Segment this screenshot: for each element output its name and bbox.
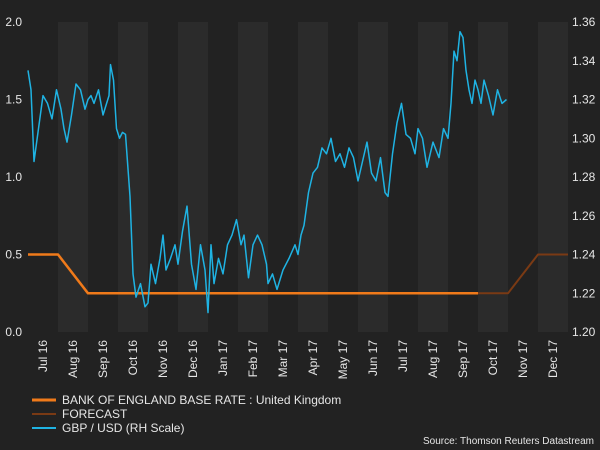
x-tick-label: Dec 16 xyxy=(186,340,200,378)
x-tick-label: Jul 16 xyxy=(36,340,50,372)
x-tick-label: Nov 16 xyxy=(156,340,170,378)
right-tick-label: 1.34 xyxy=(572,54,596,68)
x-tick-label: Jul 17 xyxy=(396,340,410,372)
x-tick-label: Dec 17 xyxy=(546,340,560,378)
right-tick-label: 1.36 xyxy=(572,15,596,29)
right-tick-label: 1.20 xyxy=(572,325,596,339)
x-tick-label: Aug 16 xyxy=(66,340,80,378)
left-tick-label: 0.0 xyxy=(5,325,22,339)
left-tick-label: 2.0 xyxy=(5,15,22,29)
x-tick-label: Sep 16 xyxy=(96,340,110,378)
month-band xyxy=(478,22,508,332)
month-band xyxy=(238,22,268,332)
x-tick-label: Feb 17 xyxy=(246,340,260,378)
series-line-base-rate xyxy=(28,253,478,295)
right-tick-label: 1.32 xyxy=(572,93,596,107)
left-tick-label: 1.5 xyxy=(5,93,22,107)
x-tick-label: Apr 17 xyxy=(306,340,320,376)
month-band xyxy=(298,22,328,332)
x-tick-label: Jun 17 xyxy=(366,340,380,376)
x-tick-label: Nov 17 xyxy=(516,340,530,378)
left-axis: 0.0 0.5 1.0 1.5 2.0 xyxy=(5,15,22,339)
left-tick-label: 0.5 xyxy=(5,248,22,262)
x-tick-label: Aug 17 xyxy=(426,340,440,378)
series-line-forecast xyxy=(478,253,568,295)
x-axis: Jul 16 Aug 16 Sep 16 Oct 16 Nov 16 Dec 16 Jan … xyxy=(36,340,560,380)
right-tick-label: 1.22 xyxy=(572,286,596,300)
legend-label-forecast: FORECAST xyxy=(62,407,128,421)
x-tick-label: May 17 xyxy=(336,340,350,380)
legend: BANK OF ENGLAND BASE RATE : United Kingd… xyxy=(32,393,341,435)
x-tick-label: Sep 17 xyxy=(456,340,470,378)
right-tick-label: 1.26 xyxy=(572,209,596,223)
right-axis: 1.20 1.22 1.24 1.26 1.28 1.30 1.32 1.34 1.36 xyxy=(572,15,596,339)
series-lines xyxy=(27,30,568,314)
x-tick-label: Oct 17 xyxy=(486,340,500,376)
month-band xyxy=(118,22,148,332)
right-tick-label: 1.24 xyxy=(572,248,596,262)
month-bands xyxy=(58,22,568,332)
month-band xyxy=(538,22,568,332)
series-line-gbpusd xyxy=(27,30,507,314)
legend-label-base-rate: BANK OF ENGLAND BASE RATE : United Kingd… xyxy=(62,393,341,407)
month-band xyxy=(418,22,448,332)
left-tick-label: 1.0 xyxy=(5,170,22,184)
month-band xyxy=(58,22,88,332)
source-note: Source: Thomson Reuters Datastream xyxy=(423,436,594,447)
x-tick-label: Mar 17 xyxy=(276,340,290,378)
month-band xyxy=(178,22,208,332)
x-tick-label: Jan 17 xyxy=(216,340,230,376)
legend-label-gbpusd: GBP / USD (RH Scale) xyxy=(62,421,184,435)
right-tick-label: 1.28 xyxy=(572,170,596,184)
right-tick-label: 1.30 xyxy=(572,131,596,145)
x-tick-label: Oct 16 xyxy=(126,340,140,376)
